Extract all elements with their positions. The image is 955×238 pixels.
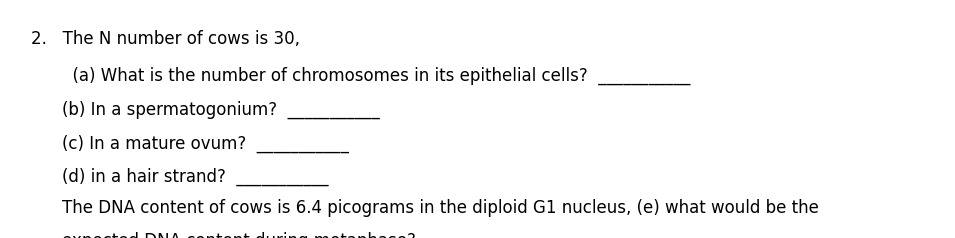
Text: 2.   The N number of cows is 30,: 2. The N number of cows is 30, xyxy=(31,30,300,48)
Text: expected DNA content during metaphase?  ___________: expected DNA content during metaphase? _… xyxy=(62,232,519,238)
Text: (b) In a spermatogonium?  ___________: (b) In a spermatogonium? ___________ xyxy=(62,101,380,119)
Text: (c) In a mature ovum?  ___________: (c) In a mature ovum? ___________ xyxy=(62,134,349,153)
Text: The DNA content of cows is 6.4 picograms in the diploid G1 nucleus, (e) what wou: The DNA content of cows is 6.4 picograms… xyxy=(62,199,819,217)
Text: (d) in a hair strand?  ___________: (d) in a hair strand? ___________ xyxy=(62,168,329,186)
Text: (a) What is the number of chromosomes in its epithelial cells?  ___________: (a) What is the number of chromosomes in… xyxy=(62,67,690,85)
